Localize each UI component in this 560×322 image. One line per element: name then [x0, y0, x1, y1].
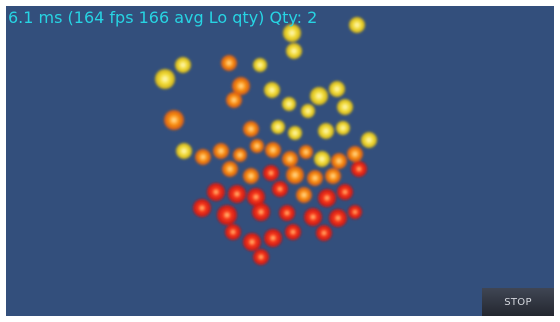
particle: [217, 205, 237, 225]
particle: [337, 184, 353, 200]
particle: [307, 170, 323, 186]
particle: [175, 57, 191, 73]
particle: [279, 205, 295, 221]
particle: [225, 224, 241, 240]
particle: [243, 121, 259, 137]
particle: [299, 145, 313, 159]
particle-field: [155, 17, 377, 265]
particle: [329, 209, 347, 227]
particle: [318, 189, 336, 207]
particle: [252, 203, 270, 221]
particle: [349, 17, 365, 33]
particle: [228, 185, 246, 203]
particle: [282, 151, 298, 167]
particle: [253, 249, 269, 265]
particle: [155, 69, 175, 89]
particle: [207, 183, 225, 201]
particle: [213, 143, 229, 159]
particle: [263, 165, 279, 181]
particle: [286, 166, 304, 184]
particle: [316, 225, 332, 241]
particle: [286, 43, 302, 59]
particle: [285, 224, 301, 240]
particle: [265, 142, 281, 158]
particle: [264, 82, 280, 98]
particle: [314, 151, 330, 167]
particle: [301, 104, 315, 118]
particle: [226, 92, 242, 108]
particle: [164, 110, 184, 130]
particle: [282, 97, 296, 111]
particle: [264, 229, 282, 247]
particle: [193, 199, 211, 217]
particle: [361, 132, 377, 148]
particle: [348, 205, 362, 219]
particle: [272, 181, 288, 197]
particle: [271, 120, 285, 134]
particle: [310, 87, 328, 105]
game-viewport: 6.1 ms (164 fps 166 avg Lo qty) Qty: 2: [6, 6, 554, 316]
particle: [243, 168, 259, 184]
particle: [222, 161, 238, 177]
particle: [304, 208, 322, 226]
particle: [221, 55, 237, 71]
particle: [195, 149, 211, 165]
particle: [325, 168, 341, 184]
particle: [329, 81, 345, 97]
particle: [253, 58, 267, 72]
particle: [296, 187, 312, 203]
particle: [233, 148, 247, 162]
particle: [318, 123, 334, 139]
stop-button[interactable]: STOP: [482, 288, 554, 316]
particle: [347, 146, 363, 162]
particle: [243, 233, 261, 251]
particle: [351, 161, 367, 177]
particle: [283, 24, 301, 42]
particle: [232, 77, 250, 95]
particle: [176, 143, 192, 159]
particle: [247, 188, 265, 206]
particle: [336, 121, 350, 135]
particle: [288, 126, 302, 140]
particle: [331, 153, 347, 169]
particle: [337, 99, 353, 115]
performance-stats: 6.1 ms (164 fps 166 avg Lo qty) Qty: 2: [8, 8, 318, 27]
particle: [250, 139, 264, 153]
